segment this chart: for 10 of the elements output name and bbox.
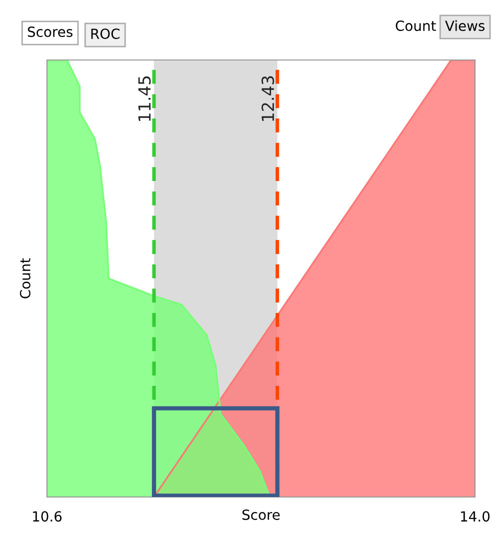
text: ROC [91,28,120,40]
y-axis-title: Count [20,258,30,298]
x-tick-label: 14.0 [461,511,490,522]
text: Scores [28,26,72,38]
text: Count [396,20,436,32]
ref-line-label: 12.43 [262,76,274,121]
x-axis-title: Score [242,509,280,520]
x-tick-label: 10.6 [33,511,62,522]
ref-line-label: 11.45 [138,76,151,121]
text: Views [445,20,485,32]
